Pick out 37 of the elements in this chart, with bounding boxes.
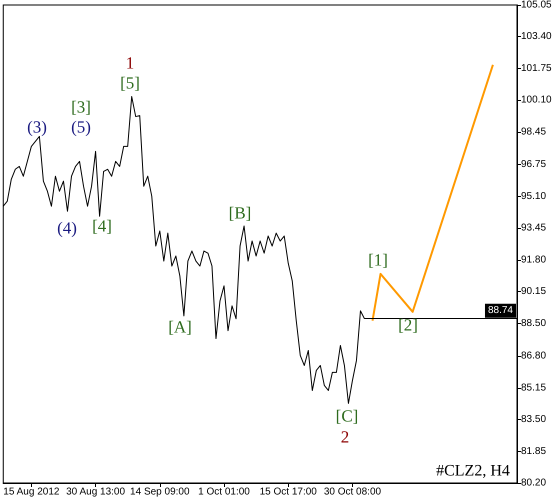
x-tick-label: 1 Oct 01:00 bbox=[198, 486, 250, 498]
annotation: 1 bbox=[126, 54, 134, 72]
y-tick-label: 103.40 bbox=[521, 31, 552, 42]
y-tick-label: 105.05 bbox=[521, 0, 552, 10]
annotation: [C] bbox=[336, 406, 358, 426]
y-tick-label: 86.80 bbox=[521, 350, 546, 362]
y-tick-label: 91.80 bbox=[521, 254, 546, 266]
y-tick-label: 81.85 bbox=[521, 446, 546, 457]
annotation: [A] bbox=[168, 318, 192, 336]
y-tick-label: 93.45 bbox=[521, 222, 546, 234]
y-tick-label: 80.20 bbox=[521, 478, 546, 488]
x-tick-label: 14 Sep 09:00 bbox=[130, 486, 190, 498]
ref-line-label: 88.74 bbox=[488, 305, 514, 316]
y-tick-label: 83.50 bbox=[521, 414, 546, 426]
x-tick-label: 15 Oct 17:00 bbox=[260, 486, 318, 498]
annotation: [4] bbox=[92, 216, 112, 236]
x-tick-label: 15 Aug 2012 bbox=[3, 486, 60, 498]
annotation: [2] bbox=[398, 316, 418, 334]
y-tick-label: 98.45 bbox=[521, 126, 546, 138]
y-tick-label: 96.75 bbox=[521, 159, 546, 170]
annotation: [3] bbox=[71, 98, 91, 116]
annotation: 2 bbox=[340, 428, 350, 446]
annotation: #CLZ2, H4 bbox=[436, 462, 510, 480]
annotation: [1] bbox=[368, 250, 388, 270]
y-tick-label: 101.75 bbox=[521, 62, 552, 74]
y-tick-label: 90.15 bbox=[521, 286, 546, 298]
x-tick-label: 30 Oct 08:00 bbox=[324, 486, 382, 498]
annotation: (5) bbox=[71, 118, 91, 136]
annotation: (3) bbox=[27, 118, 47, 136]
annotation: (4) bbox=[57, 218, 77, 238]
y-tick-label: 95.10 bbox=[521, 190, 546, 202]
y-tick-label: 85.15 bbox=[521, 382, 546, 394]
annotation: [5] bbox=[120, 74, 140, 92]
x-tick-label: 30 Aug 13:00 bbox=[66, 486, 126, 498]
y-tick-label: 100.10 bbox=[521, 94, 552, 106]
y-tick-label: 88.50 bbox=[521, 318, 546, 329]
annotation: [B] bbox=[228, 204, 252, 222]
